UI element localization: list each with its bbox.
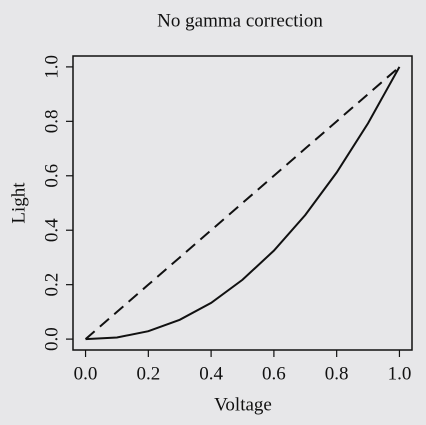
y-axis-label: Light	[8, 182, 29, 224]
x-tick-label: 0.0	[74, 363, 98, 384]
series-line	[85, 66, 401, 341]
plot-frame	[72, 55, 413, 351]
series-line	[84, 66, 401, 340]
x-tick-label: 0.6	[262, 363, 286, 384]
x-tick-label: 0.4	[199, 363, 223, 384]
x-axis-label: Voltage	[214, 394, 272, 415]
y-tick-label: 0.8	[41, 109, 62, 133]
y-tick-label: 0.0	[41, 327, 62, 351]
y-tick-label: 0.4	[41, 218, 62, 242]
y-tick-label: 1.0	[41, 55, 62, 79]
y-tick-label: 0.6	[41, 164, 62, 188]
x-tick-label: 0.8	[325, 363, 349, 384]
x-tick-label: 1.0	[388, 363, 412, 384]
x-tick-label: 0.2	[136, 363, 160, 384]
chart-title: No gamma correction	[157, 10, 323, 31]
y-tick-label: 0.2	[41, 273, 62, 297]
